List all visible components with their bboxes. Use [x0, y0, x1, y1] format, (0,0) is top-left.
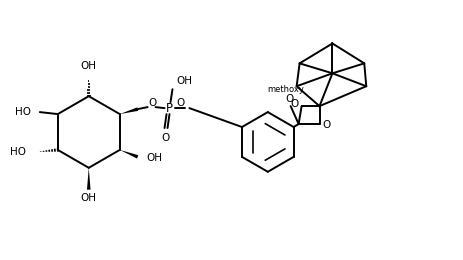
Text: HO: HO [10, 147, 26, 157]
Text: O: O [161, 133, 169, 143]
Polygon shape [87, 168, 90, 190]
Text: P: P [166, 102, 173, 115]
Text: OH: OH [176, 76, 192, 86]
Polygon shape [119, 150, 138, 159]
Text: OH: OH [146, 153, 163, 163]
Text: O: O [148, 98, 156, 108]
Text: OH: OH [81, 61, 97, 71]
Text: O: O [285, 94, 293, 104]
Text: methoxy: methoxy [267, 85, 303, 94]
Text: O: O [290, 99, 298, 109]
Polygon shape [119, 107, 138, 114]
Text: O: O [176, 98, 184, 108]
Text: OH: OH [81, 193, 97, 203]
Text: HO: HO [15, 107, 31, 117]
Text: O: O [322, 120, 330, 130]
